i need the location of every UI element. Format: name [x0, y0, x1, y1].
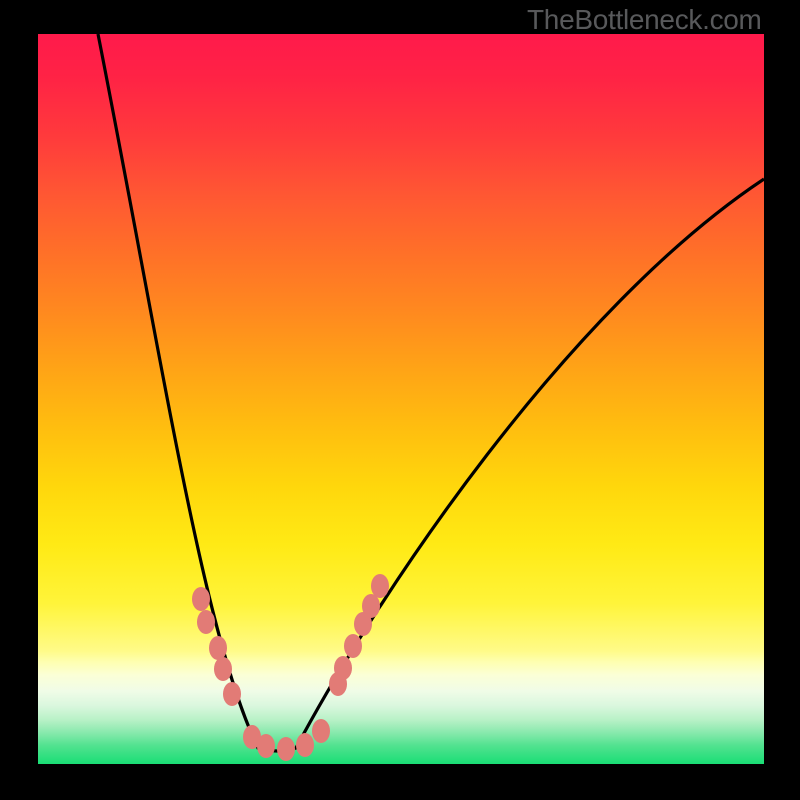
- marker-bottom: [296, 733, 314, 757]
- bottleneck-chart: [0, 0, 800, 800]
- marker-right: [344, 634, 362, 658]
- marker-right: [362, 594, 380, 618]
- gradient-background: [38, 34, 764, 764]
- marker-bottom: [257, 734, 275, 758]
- chart-container: TheBottleneck.com: [0, 0, 800, 800]
- marker-left: [197, 610, 215, 634]
- marker-right: [334, 656, 352, 680]
- marker-left: [192, 587, 210, 611]
- marker-left: [209, 636, 227, 660]
- marker-right: [371, 574, 389, 598]
- marker-left: [223, 682, 241, 706]
- marker-bottom: [277, 737, 295, 761]
- plot-area: [38, 34, 764, 764]
- marker-left: [214, 657, 232, 681]
- marker-bottom: [312, 719, 330, 743]
